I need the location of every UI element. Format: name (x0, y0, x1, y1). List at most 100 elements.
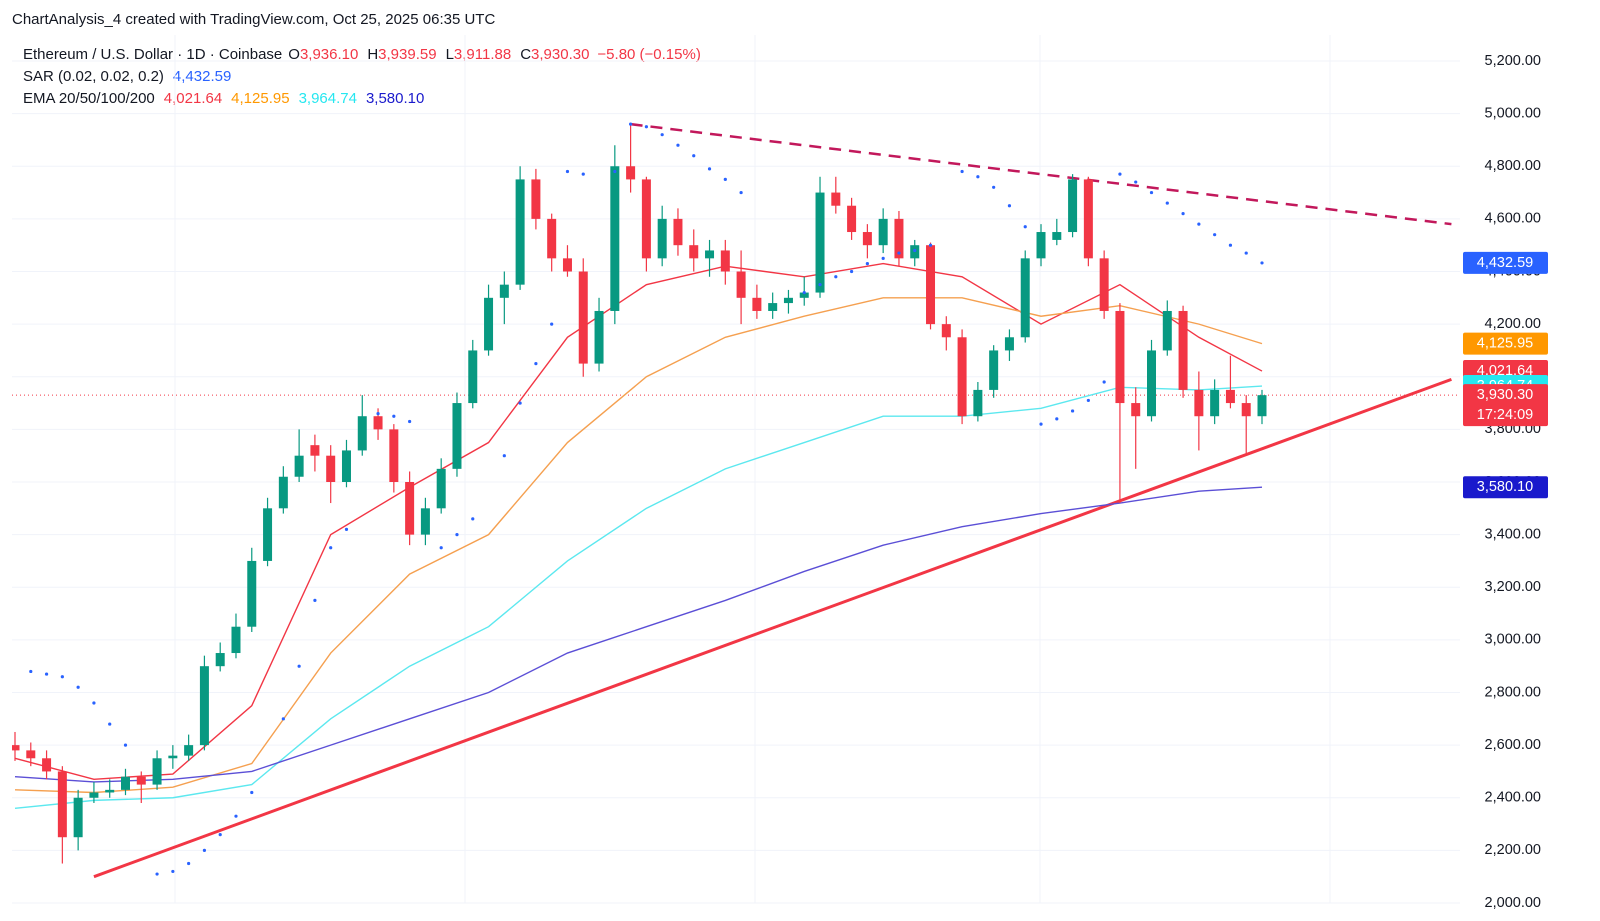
candle-body (436, 468, 446, 509)
candle-body (389, 429, 399, 482)
ema-value: 4,125.95 (231, 90, 289, 107)
candle-body (1004, 337, 1014, 351)
y-tick-label: 2,000.00 (1485, 895, 1541, 911)
candle-body (484, 297, 494, 351)
candle-body (689, 245, 699, 259)
candle-body (989, 350, 999, 390)
ema-line (14, 385, 1263, 809)
y-tick-label: 4,600.00 (1485, 211, 1541, 227)
sar-dot (471, 517, 475, 521)
candle-body (752, 297, 762, 311)
candle-body (610, 166, 620, 311)
candle-body (499, 284, 509, 298)
sar-dot (123, 743, 128, 747)
candle-body (562, 258, 572, 272)
candle-body (815, 192, 825, 293)
candle-body (1099, 258, 1109, 311)
price-tag (1463, 384, 1548, 427)
sar-dot (376, 411, 380, 416)
sar-dot (928, 243, 933, 247)
sar-dot (408, 419, 412, 424)
sar-dot (518, 401, 522, 405)
sar-dot (44, 672, 49, 676)
ohlc-key: O (288, 46, 300, 63)
ohlc-key: C (520, 46, 531, 63)
price-tag-label: 4,432.59 (1477, 255, 1533, 271)
sar-dot (392, 414, 396, 418)
y-tick-label: 2,200.00 (1485, 842, 1541, 858)
sar-dot (439, 546, 443, 550)
ohlc-value: 3,911.88 (454, 46, 511, 63)
sar-dot (1197, 222, 1201, 226)
candle-body (594, 310, 604, 364)
countdown: 17:24:09 (1477, 407, 1533, 423)
candle-body (862, 232, 872, 246)
sar-dot (1149, 190, 1154, 195)
sar-dot (1134, 180, 1138, 184)
candle-body (373, 416, 383, 430)
ema-line (14, 262, 1263, 781)
candle-body (326, 455, 336, 482)
sar-dot (802, 290, 806, 295)
candle-body (1225, 389, 1235, 404)
y-tick-label: 5,000.00 (1485, 105, 1541, 121)
candle-body (136, 776, 146, 785)
sar-dot (534, 361, 538, 366)
sar-dot (707, 167, 712, 171)
candle-body (1241, 403, 1251, 417)
sar-dot (1055, 417, 1059, 421)
sar-dot (960, 169, 964, 174)
candle-body (641, 179, 651, 259)
sar-dot (834, 275, 838, 279)
sar-dot (1228, 243, 1233, 247)
candle-body (57, 771, 67, 838)
candle-body (89, 792, 99, 798)
sar-dot (1244, 251, 1248, 255)
sar-dot (250, 790, 254, 795)
candle-body (42, 758, 52, 772)
ema-value: 3,580.10 (366, 90, 424, 107)
candle-body (847, 205, 857, 233)
candle-body (1162, 310, 1172, 351)
sar-dot (723, 177, 727, 182)
plot (12, 122, 1460, 879)
sar-dot (344, 527, 349, 531)
candle-body (626, 166, 636, 180)
ema-label: EMA 20/50/100/200 (23, 90, 155, 107)
candle-body (720, 250, 730, 272)
legend-line: Ethereum / U.S. Dollar · 1D · Coinbase O3… (23, 46, 701, 63)
candle-body (26, 750, 36, 759)
sar-dot (881, 256, 885, 260)
sar-dot (60, 675, 64, 679)
ohlc-key: H (367, 46, 378, 63)
candle-body (420, 508, 430, 535)
price-tag-label: 3,930.30 (1477, 387, 1533, 403)
sar-dot (692, 154, 696, 158)
sar-dot (108, 722, 112, 726)
candle-body (1147, 350, 1157, 417)
candle-body (341, 450, 351, 482)
y-tick-label: 2,600.00 (1485, 737, 1541, 753)
sar-dot (676, 143, 680, 147)
price-tag (1463, 251, 1548, 274)
sar-dot (1023, 225, 1027, 229)
sar-dot (329, 546, 333, 550)
sar-dot (865, 262, 869, 266)
candle-body (1068, 179, 1078, 233)
candle-body (1194, 389, 1204, 417)
sar-label: SAR (0.02, 0.02, 0.2) (23, 68, 164, 85)
candle-body (831, 192, 841, 206)
candle-body (199, 666, 209, 746)
ema-value: 3,964.74 (299, 90, 357, 107)
ohlc-value: 3,939.59 (378, 46, 436, 63)
sar-dot (644, 125, 648, 129)
candle-body (452, 403, 462, 469)
candle-body (1036, 232, 1046, 259)
candle-body (973, 389, 983, 417)
ohlc-key: L (446, 46, 454, 63)
candle-body (657, 218, 667, 259)
sar-dot (1181, 212, 1185, 216)
candle-body (1257, 395, 1267, 417)
candle-body (799, 292, 809, 298)
legend: Ethereum / U.S. Dollar · 1D · Coinbase O3… (23, 46, 701, 107)
